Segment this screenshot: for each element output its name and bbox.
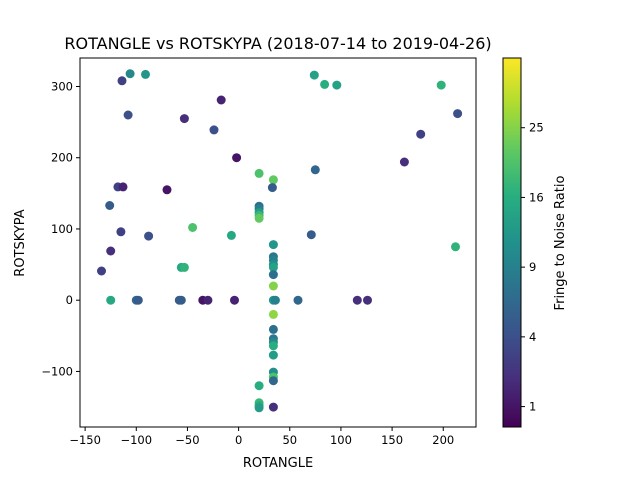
x-axis-label: ROTANGLE (243, 456, 313, 471)
data-point (270, 295, 280, 305)
data-point (268, 175, 278, 185)
data-point (268, 270, 278, 280)
data-point (176, 295, 186, 305)
y-axis-label: ROTSKYPA (13, 209, 28, 276)
data-point (254, 381, 264, 391)
data-point (268, 402, 278, 412)
data-point (179, 262, 189, 272)
data-point (117, 76, 127, 86)
x-tick-label: −50 (175, 433, 199, 447)
x-tick-label: 200 (432, 433, 454, 447)
data-point (144, 231, 154, 241)
data-point (453, 109, 463, 119)
y-tick-label: −100 (41, 364, 73, 378)
y-tick-label: 0 (66, 293, 73, 307)
data-point (436, 80, 446, 90)
data-point (310, 165, 320, 175)
data-point (268, 324, 278, 334)
data-point (268, 309, 278, 319)
data-point (216, 95, 226, 105)
plot-area (79, 57, 477, 428)
chart-title: ROTANGLE vs ROTSKYPA (2018-07-14 to 2019… (64, 34, 491, 53)
colorbar-ticks: 1 4 9 16 25 (521, 121, 544, 414)
data-point (352, 295, 362, 305)
y-tick-label: 300 (51, 79, 73, 93)
data-point (125, 69, 135, 79)
data-point (230, 295, 239, 305)
data-point (133, 295, 143, 305)
data-point (268, 281, 278, 291)
data-point (254, 403, 264, 413)
colorbar-tick-label: 4 (529, 330, 536, 344)
colorbar-gradient (502, 57, 522, 428)
data-point (106, 295, 116, 305)
x-axis: −150 −100 −50 0 50 100 150 200 (69, 427, 454, 447)
data-point (188, 223, 198, 232)
y-tick-label: 100 (51, 222, 73, 236)
data-point (268, 341, 278, 351)
colorbar-tick-label: 9 (529, 260, 536, 274)
data-point (226, 230, 236, 240)
plot-frame (79, 57, 477, 428)
data-point (309, 70, 319, 80)
data-point (293, 295, 303, 305)
y-tick-label: 200 (51, 151, 73, 165)
colorbar: 1 4 9 16 25 Fringe to Noise Ratio (502, 57, 568, 428)
data-point (141, 69, 150, 79)
points-layer (97, 69, 463, 413)
data-point (332, 80, 342, 90)
x-tick-label: −100 (120, 433, 152, 447)
data-point (268, 262, 278, 272)
data-point (268, 240, 278, 250)
data-point (416, 129, 426, 139)
data-point (232, 153, 242, 163)
data-point (320, 79, 330, 89)
colorbar-tick-label: 1 (529, 400, 536, 414)
data-point (267, 183, 277, 193)
data-point (123, 110, 133, 120)
data-point (209, 125, 219, 135)
data-point (162, 185, 172, 195)
data-point (254, 168, 264, 178)
data-point (97, 266, 106, 276)
data-point (203, 295, 213, 305)
data-point (399, 157, 409, 167)
data-point (105, 201, 115, 210)
data-point (254, 213, 264, 223)
x-tick-label: 50 (282, 433, 297, 447)
data-point (116, 227, 126, 237)
data-point (363, 295, 372, 305)
y-axis: −100 0 100 200 300 (41, 79, 80, 378)
colorbar-tick-label: 16 (529, 190, 544, 204)
data-point (268, 350, 278, 360)
data-point (106, 246, 116, 256)
data-point (179, 114, 189, 124)
data-point (118, 182, 128, 192)
data-point (451, 242, 460, 252)
x-tick-label: 150 (381, 433, 403, 447)
x-tick-label: −150 (69, 433, 101, 447)
x-tick-label: 100 (330, 433, 352, 447)
colorbar-tick-label: 25 (529, 121, 544, 135)
x-tick-label: 0 (235, 433, 242, 447)
data-point (268, 376, 278, 386)
data-point (306, 230, 316, 240)
colorbar-label: Fringe to Noise Ratio (553, 176, 568, 311)
